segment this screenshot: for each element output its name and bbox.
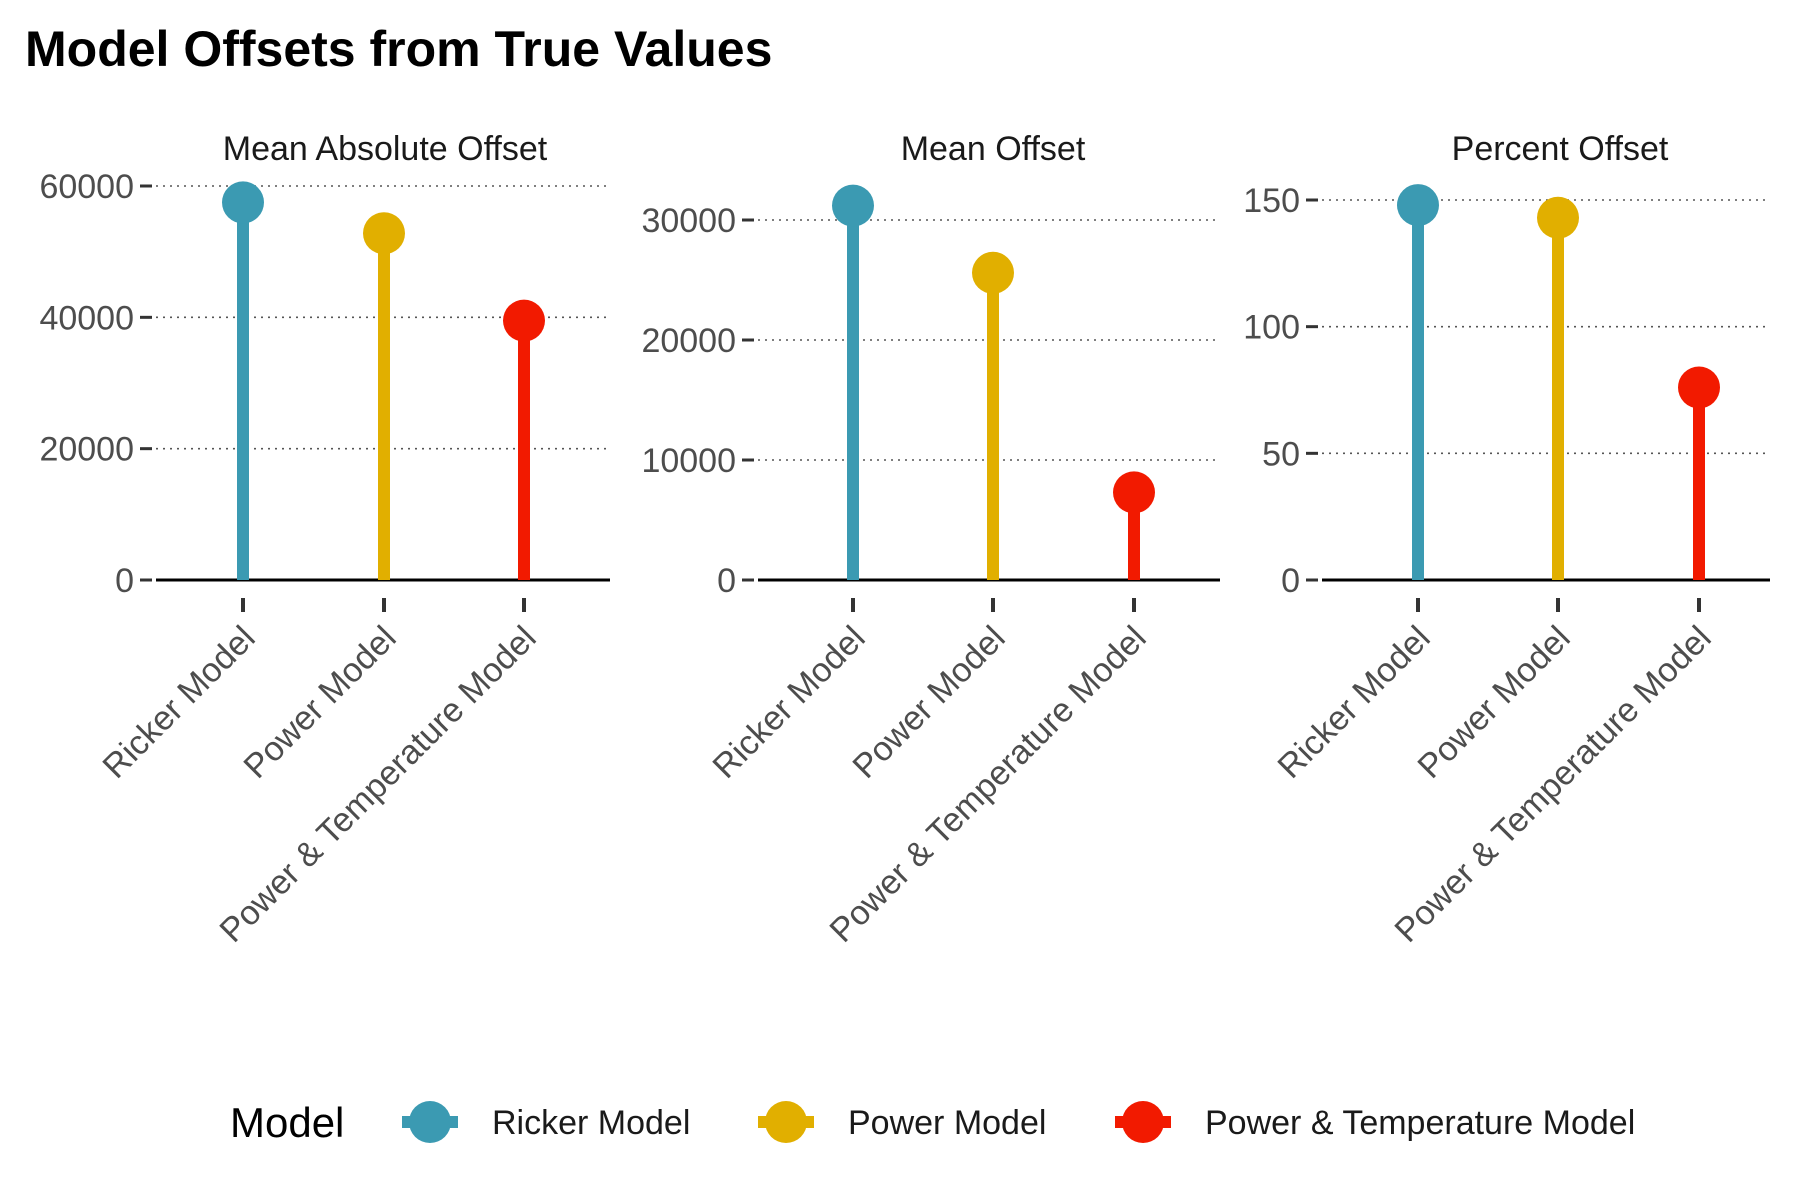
y-tick-label: 0 (1281, 562, 1300, 600)
legend-entry-ricker-model: Ricker Model (402, 1101, 690, 1143)
y-tick-label: 0 (717, 562, 736, 600)
point-power-model (972, 251, 1014, 294)
legend-label: Power & Temperature Model (1205, 1104, 1635, 1142)
legend-entry-power-and-temperature-model: Power & Temperature Model (1115, 1101, 1635, 1143)
point-ricker-model (222, 181, 264, 224)
chart-title: Model Offsets from True Values (25, 21, 772, 77)
legend-label: Power Model (848, 1104, 1046, 1142)
y-tick-label: 60000 (39, 168, 134, 206)
y-tick-label: 0 (115, 562, 134, 600)
y-tick-label: 40000 (39, 299, 134, 337)
y-tick-label: 20000 (39, 431, 134, 469)
point-ricker-model (1397, 184, 1439, 227)
panels-group: Mean Absolute Offset0200004000060000Rick… (39, 130, 1770, 950)
y-tick-label: 50 (1262, 435, 1300, 473)
legend-label: Ricker Model (492, 1104, 690, 1142)
legend-key-point (409, 1101, 451, 1143)
legend: Model Ricker Model Power Model Power & Temp… (230, 1099, 1635, 1146)
y-tick-label: 30000 (641, 202, 736, 240)
legend-key-point (765, 1101, 807, 1143)
y-tick-label: 10000 (641, 442, 736, 480)
y-tick-label: 150 (1243, 182, 1300, 220)
panel-title: Percent Offset (1452, 130, 1669, 168)
point-power-and-temperature-model (1113, 471, 1155, 514)
point-power-and-temperature-model (503, 299, 545, 342)
y-tick-label: 100 (1243, 309, 1300, 347)
panel-title: Mean Offset (901, 130, 1086, 168)
point-ricker-model (832, 184, 874, 227)
panel-mean-absolute-offset: Mean Absolute Offset0200004000060000Rick… (39, 130, 610, 950)
legend-entry-power-model: Power Model (758, 1101, 1046, 1143)
point-power-model (363, 212, 405, 255)
legend-key-point (1122, 1101, 1164, 1143)
point-power-and-temperature-model (1678, 366, 1720, 409)
y-tick-label: 20000 (641, 322, 736, 360)
point-power-model (1537, 196, 1579, 239)
panel-title: Mean Absolute Offset (223, 130, 548, 168)
legend-title: Model (230, 1099, 344, 1146)
